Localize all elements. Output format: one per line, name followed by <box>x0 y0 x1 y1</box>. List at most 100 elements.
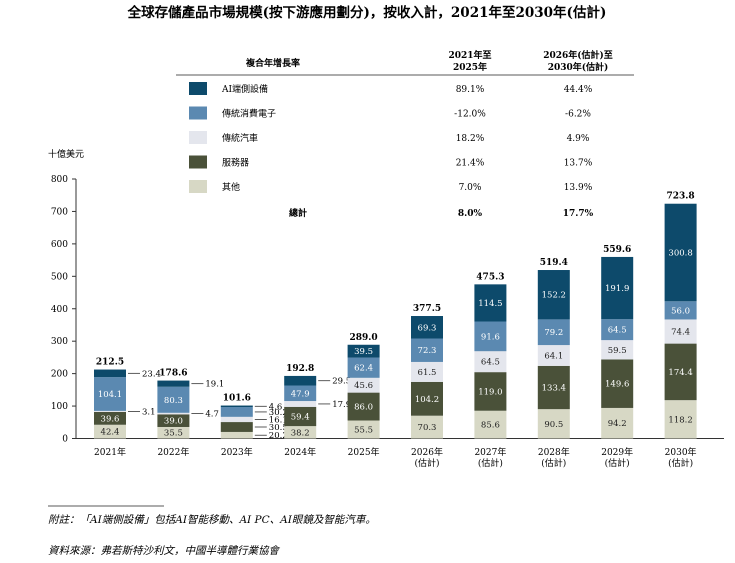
bar-value-label: 90.5 <box>544 420 563 430</box>
bar-value-label: 38.2 <box>291 428 310 438</box>
bar-segment <box>284 375 317 386</box>
bar-segment <box>411 361 443 382</box>
bar-value-label: 300.8 <box>668 249 692 259</box>
bar-value-label: 114.5 <box>478 299 502 309</box>
legend-total-label: 總計 <box>289 207 307 219</box>
bar-value-label: 42.4 <box>101 428 120 438</box>
bar-value-label: 191.9 <box>605 284 629 294</box>
bar-segment <box>347 420 380 439</box>
bar-segment <box>157 426 190 439</box>
legend-header: 複合年增長率 <box>245 57 300 69</box>
bar-value-label: 69.3 <box>418 323 437 333</box>
bar-segment <box>664 301 697 320</box>
bar-value-label: 85.6 <box>481 421 500 431</box>
bar-value-label: 79.2 <box>544 328 563 338</box>
bar-segment <box>220 422 253 432</box>
bar-value-label: 86.0 <box>354 403 373 413</box>
x-tick-label: (估計) <box>478 457 503 469</box>
bar-segment <box>157 386 190 413</box>
legend-label: 服務器 <box>222 157 249 169</box>
x-tick-label: (估計) <box>668 457 693 469</box>
bar-value-label: 94.2 <box>608 419 627 429</box>
bar-segment <box>220 407 253 417</box>
x-tick-label: 2024年 <box>284 446 316 458</box>
bar-segment <box>220 431 253 439</box>
legend-col1-line1: 2021年至 <box>448 49 491 61</box>
bar-value-label: 39.5 <box>354 347 373 357</box>
legend-cagr-2021-2025: 7.0% <box>459 183 482 193</box>
bar-value-label: 39.0 <box>164 417 183 427</box>
x-tick-label: 2029年 <box>601 446 633 458</box>
x-tick-label: 2030年 <box>665 446 697 458</box>
bar-segment <box>284 401 317 407</box>
bar-segment <box>220 416 253 423</box>
bar-value-label: 17.9 <box>332 400 351 410</box>
legend-cagr-2021-2025: -12.0% <box>454 110 486 120</box>
bar-value-label: 4.6 <box>269 402 283 412</box>
bar-value-label: 91.6 <box>481 332 500 342</box>
footnote: 附註：「AI端側設備」包括AI智能移動、AI PC、AI眼鏡及智能汽車。 <box>48 514 376 526</box>
bar-value-label: 55.5 <box>354 425 373 435</box>
bar-value-label: 72.3 <box>418 346 437 356</box>
bar-segment <box>601 319 634 341</box>
bar-segment <box>664 203 697 302</box>
bar-total-label: 212.5 <box>96 358 124 368</box>
bar-value-label: 47.9 <box>291 389 310 399</box>
bar-value-label: 59.4 <box>291 412 310 422</box>
bar-segment <box>601 340 634 360</box>
bar-value-label: 74.4 <box>671 328 690 338</box>
bar-segment <box>474 284 507 322</box>
bar-segment <box>601 359 634 408</box>
y-tick-label: 600 <box>51 240 68 250</box>
legend-col2-line2: 2030年(估計) <box>548 61 609 73</box>
bar-segment <box>347 357 380 378</box>
bar-total-label: 559.6 <box>603 245 631 255</box>
bar-value-label: 118.2 <box>668 415 692 425</box>
legend-label: 其他 <box>222 181 240 193</box>
bar-segment <box>284 426 317 439</box>
bar-segment <box>157 380 190 387</box>
legend-label: 傳統汽車 <box>222 132 258 144</box>
chart-title: 全球存儲產品市場規模(按下游應用劃分)，按收入計，2021年至2030年(估計) <box>127 4 607 21</box>
legend-col2-line1: 2026年(估計)至 <box>543 49 613 61</box>
bar-value-label: 3.1 <box>142 407 156 417</box>
x-tick-label: 2026年 <box>411 446 443 458</box>
bar-value-label: 152.2 <box>542 291 566 301</box>
bar-segment <box>664 343 697 401</box>
bar-total-label: 475.3 <box>476 272 504 282</box>
source-note: 資料來源：弗若斯特沙利文，中國半導體行業協會 <box>48 545 280 557</box>
bar-value-label: 30.5 <box>269 423 288 433</box>
bar-value-label: 20.2 <box>269 431 288 441</box>
y-tick-label: 100 <box>51 402 68 412</box>
legend-cagr-2021-2025: 89.1% <box>456 85 485 95</box>
bar-segment <box>474 321 507 352</box>
bar-segment <box>537 319 570 346</box>
bar-value-label: 35.5 <box>164 429 183 439</box>
bar-segment <box>474 372 507 411</box>
bar-value-label: 61.5 <box>418 368 437 378</box>
bar-segment <box>601 407 634 439</box>
bar-segment <box>664 400 697 439</box>
bar-segment <box>94 424 126 439</box>
bar-value-label: 56.0 <box>671 306 690 316</box>
bar-segment <box>284 406 317 427</box>
bar-total-label: 723.8 <box>667 192 695 202</box>
bar-segment <box>220 405 253 408</box>
bar-segment <box>94 411 126 425</box>
bar-segment <box>347 344 380 358</box>
bar-segment <box>664 319 697 344</box>
x-tick-label: 2023年 <box>221 446 253 458</box>
legend-swatch <box>189 82 207 95</box>
bar-segment <box>537 345 570 366</box>
bar-value-label: 64.1 <box>544 351 563 361</box>
legend-col1-line2: 2025年 <box>453 61 487 73</box>
bar-segment <box>474 351 507 373</box>
bar-value-label: 29.5 <box>332 377 351 387</box>
bar-value-label: 174.4 <box>668 368 692 378</box>
y-tick-label: 500 <box>51 272 68 282</box>
legend-swatch <box>189 180 207 193</box>
y-tick-label: 0 <box>62 435 68 445</box>
bar-segment <box>347 377 380 393</box>
bar-segment <box>157 412 190 415</box>
